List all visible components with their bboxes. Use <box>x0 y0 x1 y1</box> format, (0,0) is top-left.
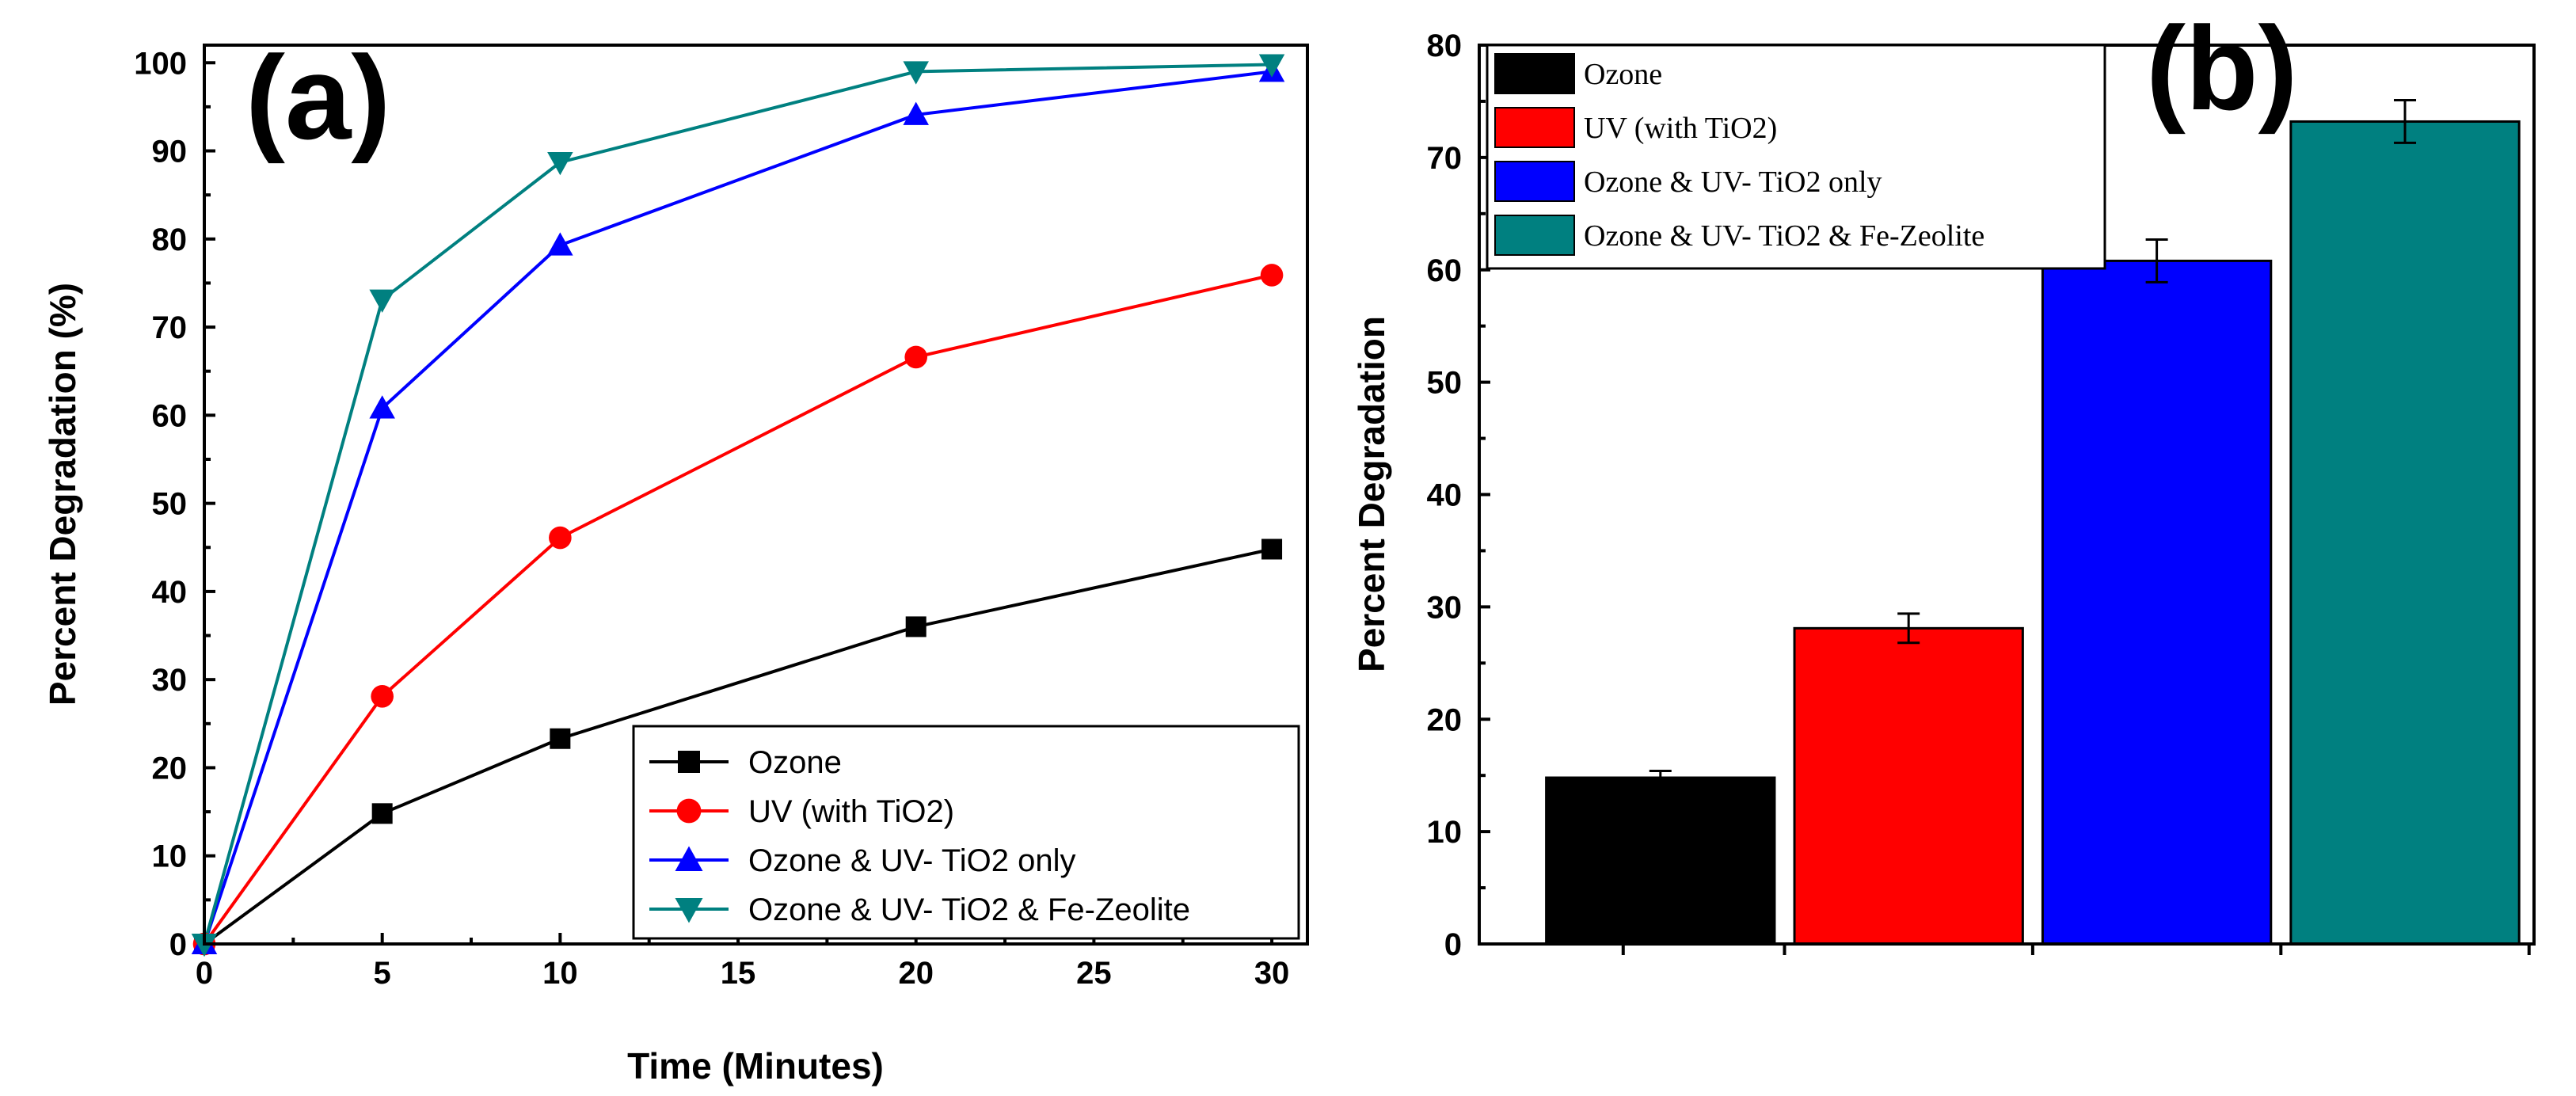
y-tick-label: 10 <box>1427 815 1463 850</box>
legend-label-3: Ozone & UV- TiO2 & Fe-Zeolite <box>748 892 1190 927</box>
chart-b-panel-label: (b) <box>2146 2 2298 135</box>
x-tick-label: 5 <box>374 956 391 991</box>
chart-a-y-axis-title: Percent Degradation (%) <box>42 283 83 706</box>
data-point-2-2 <box>547 232 573 256</box>
data-point-2-3 <box>903 101 929 125</box>
data-point-3-1 <box>369 289 395 313</box>
legend-swatch-1 <box>1494 107 1575 148</box>
y-tick-label: 80 <box>152 223 188 257</box>
chart-b-legend-box <box>1486 44 2106 270</box>
chart-a-plot-frame <box>203 44 1309 946</box>
chart-b-y-axis-title: Percent Degradation <box>1351 316 1392 672</box>
y-tick-label: 20 <box>152 751 188 786</box>
chart-a-legend: Ozone UV (with TiO2) Ozone & UV- TiO2 only… <box>632 725 1300 940</box>
y-tick-label: 70 <box>152 310 188 345</box>
chart-a-x-axis-title: Time (Minutes) <box>627 1045 884 1086</box>
y-tick-label: 90 <box>152 135 188 169</box>
y-tick-label: 30 <box>152 663 188 698</box>
x-tick-label: 20 <box>898 956 934 991</box>
data-point-0-2 <box>550 728 571 749</box>
x-tick-label: 10 <box>542 956 578 991</box>
data-point-3-4 <box>1258 54 1285 78</box>
y-tick-label: 50 <box>152 487 188 522</box>
bar-2 <box>2041 259 2273 946</box>
legend-swatch-2 <box>1494 161 1575 202</box>
data-point-0-3 <box>905 616 927 637</box>
data-point-0-4 <box>1261 538 1283 560</box>
data-point-1-1 <box>371 685 394 708</box>
chart-a-legend-box <box>632 725 1300 940</box>
legend-label-0: Ozone <box>1584 58 1662 91</box>
chart-b-error-bars <box>1649 99 2417 786</box>
data-point-1-3 <box>904 345 928 369</box>
y-tick-label: 40 <box>1427 478 1463 513</box>
legend-label-3: Ozone & UV- TiO2 & Fe-Zeolite <box>1584 219 1984 253</box>
chart-b: 0 10 20 30 40 50 60 70 80 (b) Percent Degradatio… <box>1351 2 2536 962</box>
chart-b-ticks: 0 10 20 30 40 50 60 70 80 <box>1427 29 2531 962</box>
data-point-3-2 <box>547 151 573 176</box>
chart-a: 0 5 10 15 20 25 30 0 10 20 30 40 50 60 70 80 90 100 (a) T… <box>42 31 1309 1086</box>
legend-marker-3 <box>675 898 703 923</box>
legend-label-2: Ozone & UV- TiO2 only <box>748 843 1076 878</box>
legend-swatch-3 <box>1494 215 1575 256</box>
data-point-1-2 <box>549 526 572 550</box>
legend-marker-0 <box>678 751 700 773</box>
y-tick-label: 70 <box>1427 141 1463 176</box>
x-tick-label: 15 <box>721 956 756 991</box>
x-tick-label: 30 <box>1254 956 1290 991</box>
y-tick-label: 20 <box>1427 702 1463 737</box>
legend-label-1: UV (with TiO2) <box>748 794 954 829</box>
x-tick-label: 25 <box>1076 956 1112 991</box>
y-tick-label: 0 <box>169 927 187 962</box>
y-tick-label: 30 <box>1427 590 1463 625</box>
chart-a-panel-label: (a) <box>245 31 390 164</box>
bar-1 <box>1793 626 2024 946</box>
bar-3 <box>2289 120 2521 946</box>
y-tick-label: 60 <box>1427 253 1463 288</box>
chart-b-legend: Ozone UV (with TiO2) Ozone & UV- TiO2 only… <box>1486 44 2106 270</box>
y-tick-label: 80 <box>1427 29 1463 63</box>
legend-swatch-0 <box>1494 53 1575 94</box>
legend-marker-1 <box>676 798 702 824</box>
legend-marker-2 <box>675 846 703 871</box>
data-point-0-1 <box>371 803 393 824</box>
legend-label-2: Ozone & UV- TiO2 only <box>1584 166 1882 199</box>
legend-label-1: UV (with TiO2) <box>1584 112 1777 145</box>
legend-label-0: Ozone <box>748 745 842 780</box>
bar-0 <box>1545 776 1776 946</box>
y-tick-label: 10 <box>152 839 188 874</box>
y-tick-label: 50 <box>1427 366 1463 401</box>
data-point-2-1 <box>369 395 395 419</box>
y-tick-label: 100 <box>134 46 187 81</box>
y-tick-label: 0 <box>1444 927 1462 962</box>
y-tick-label: 40 <box>152 575 188 610</box>
y-tick-label: 60 <box>152 398 188 433</box>
data-point-3-3 <box>903 61 929 85</box>
chart-b-bars <box>1545 120 2521 946</box>
x-tick-label: 0 <box>196 956 213 991</box>
data-point-1-4 <box>1260 264 1284 287</box>
